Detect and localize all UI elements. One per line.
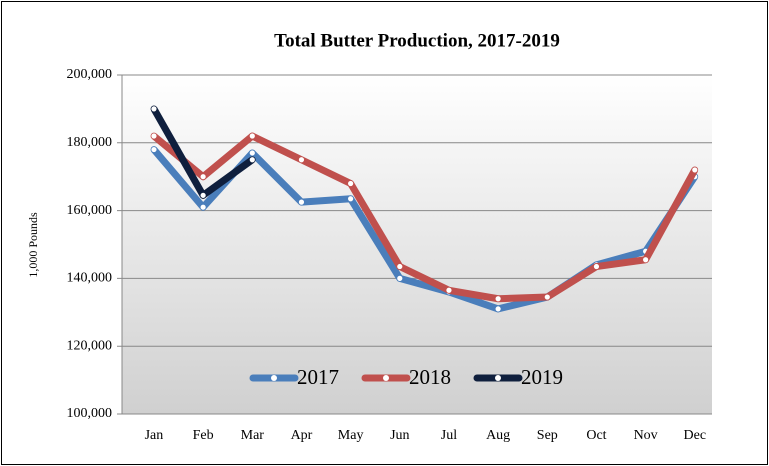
- series-line: [151, 132, 698, 303]
- x-tick-label: May: [338, 428, 364, 443]
- data-point: [199, 191, 207, 199]
- data-point: [150, 146, 158, 153]
- data-point: [593, 263, 600, 270]
- x-tick-label: Sep: [537, 428, 558, 443]
- data-point: [347, 195, 355, 203]
- y-axis-label: 1,000 Pounds: [26, 212, 40, 278]
- y-tick-label: 140,000: [67, 271, 113, 286]
- x-tick-label: Oct: [586, 428, 606, 443]
- data-point: [691, 166, 699, 174]
- data-point: [248, 132, 256, 140]
- x-tick-label: Mar: [241, 428, 265, 443]
- chart-title: Total Butter Production, 2017-2019: [274, 30, 560, 51]
- y-tick-label: 100,000: [67, 406, 113, 421]
- y-tick-label: 120,000: [67, 338, 113, 353]
- data-point: [248, 156, 256, 164]
- data-point: [298, 156, 305, 164]
- data-point: [543, 293, 551, 301]
- data-point: [396, 274, 404, 282]
- legend-label: 2017: [297, 365, 339, 389]
- legend-dot: [495, 375, 501, 381]
- data-point: [347, 180, 355, 187]
- data-point: [494, 305, 502, 313]
- legend-label: 2019: [521, 365, 563, 389]
- legend-dot: [271, 375, 277, 381]
- y-tick-label: 200,000: [67, 67, 113, 82]
- legend-dot: [383, 375, 389, 381]
- x-tick-label: Jan: [145, 428, 164, 443]
- x-tick-label: Aug: [486, 428, 510, 443]
- data-point: [642, 256, 650, 264]
- x-tick-label: Jun: [390, 428, 409, 443]
- x-tick-label: Feb: [193, 428, 214, 443]
- data-point: [150, 132, 158, 140]
- y-tick-label: 180,000: [67, 135, 113, 150]
- plot-area: [122, 75, 712, 414]
- data-point: [494, 295, 502, 303]
- x-tick-label: Nov: [634, 428, 658, 443]
- x-tick-label: Jul: [441, 428, 457, 443]
- x-tick-label: Dec: [684, 428, 707, 443]
- data-point: [150, 105, 158, 113]
- data-point: [445, 286, 453, 294]
- data-point: [298, 198, 305, 206]
- data-point: [396, 263, 404, 270]
- data-point: [199, 203, 207, 211]
- data-point: [248, 149, 256, 157]
- legend-label: 2018: [409, 365, 451, 389]
- y-tick-label: 160,000: [67, 203, 113, 218]
- data-point: [199, 173, 207, 181]
- x-tick-label: Apr: [291, 428, 313, 443]
